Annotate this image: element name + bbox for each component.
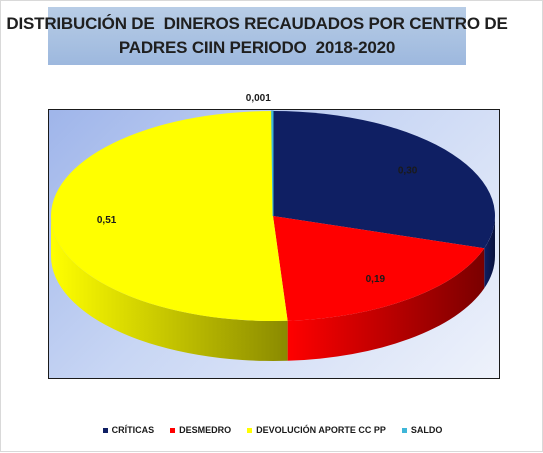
legend-swatch-criticas bbox=[102, 427, 108, 433]
pie-side-desmedro bbox=[287, 248, 485, 361]
legend-item-saldo: SALDO bbox=[401, 425, 443, 435]
legend-item-criticas: CRÍTICAS bbox=[102, 425, 155, 435]
pie-side-criticas bbox=[484, 216, 495, 289]
pie-slice-criticas bbox=[273, 111, 496, 249]
pie-data-labels: 0,30 0,19 0,51 0,001 bbox=[97, 93, 418, 285]
legend-item-devolucion: DEVOLUCIÓN APORTE CC PP bbox=[247, 425, 386, 435]
data-label-desmedro: 0,19 bbox=[366, 274, 386, 285]
legend-swatch-saldo bbox=[401, 427, 407, 433]
data-label-criticas: 0,30 bbox=[398, 166, 418, 177]
legend-label-devolucion: DEVOLUCIÓN APORTE CC PP bbox=[256, 425, 386, 435]
chart-title: DISTRIBUCIÓN DE DINEROS RECAUDADOS POR C… bbox=[6, 7, 508, 65]
legend-swatch-desmedro bbox=[170, 427, 176, 433]
legend-swatch-devolucion bbox=[247, 427, 253, 433]
legend-label-criticas: CRÍTICAS bbox=[111, 425, 155, 435]
pie-tops bbox=[51, 110, 496, 322]
legend: CRÍTICAS DESMEDRO DEVOLUCIÓN APORTE CC P… bbox=[1, 425, 543, 435]
data-label-devolucion-aporte-cc-pp: 0,51 bbox=[97, 215, 117, 226]
pie-slice-devolucion-aporte-cc-pp bbox=[51, 111, 288, 322]
pie-slice-saldo bbox=[271, 110, 274, 217]
chart-title-line-1: DISTRIBUCIÓN DE DINEROS RECAUDADOS POR C… bbox=[6, 14, 508, 33]
pie-sides bbox=[51, 216, 495, 361]
pie-slice-desmedro bbox=[273, 216, 485, 321]
legend-item-desmedro: DESMEDRO bbox=[170, 425, 231, 435]
legend-label-desmedro: DESMEDRO bbox=[179, 425, 232, 435]
legend-label-saldo: SALDO bbox=[410, 425, 443, 435]
chart-title-line-2: PADRES CIIN PERIODO 2018-2020 bbox=[118, 38, 396, 57]
data-label-saldo: 0,001 bbox=[246, 93, 271, 104]
pie-side-devolucion-aporte-cc-pp bbox=[51, 216, 288, 361]
